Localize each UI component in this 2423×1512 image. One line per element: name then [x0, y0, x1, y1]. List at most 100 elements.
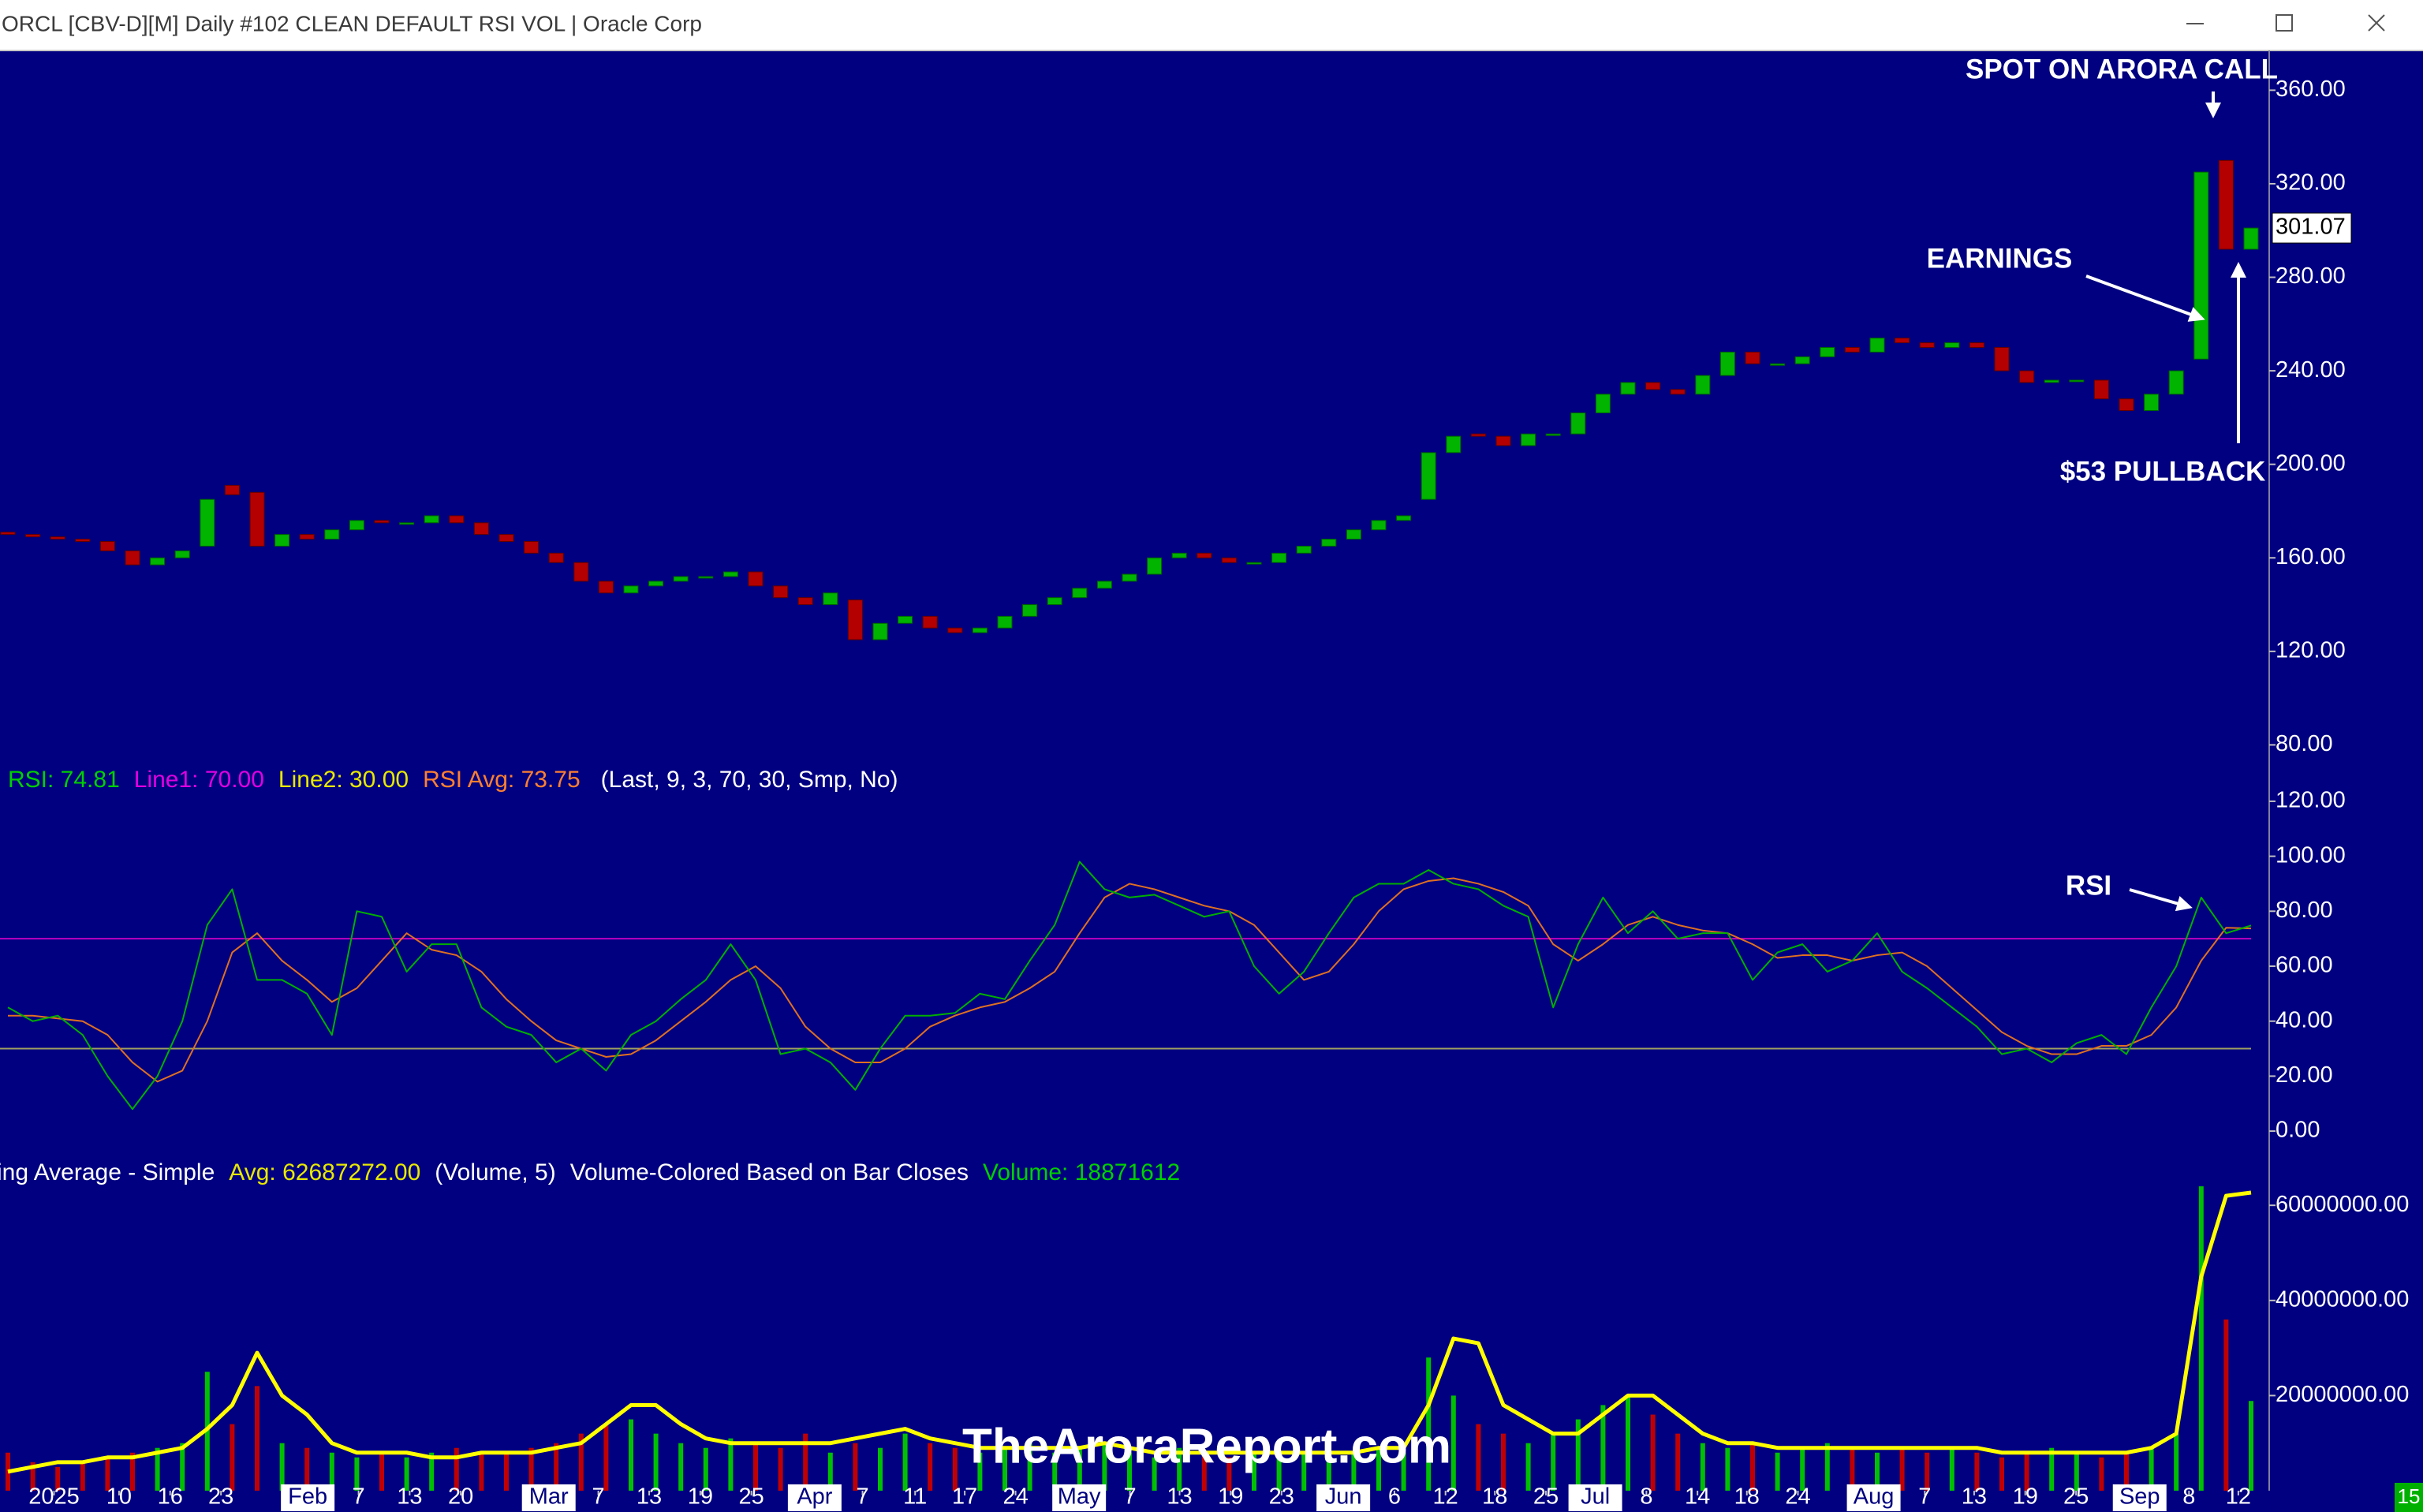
- volume-bar: [304, 1447, 310, 1491]
- volume-bar: [753, 1443, 758, 1491]
- x-tick-label: 8: [2182, 1484, 2195, 1510]
- header-item: (Volume, 5): [435, 1159, 555, 1185]
- volume-bar: [603, 1424, 609, 1491]
- volume-bar: [1626, 1395, 1630, 1491]
- candle-body: [399, 522, 415, 525]
- volume-bar: [1326, 1447, 1331, 1491]
- candle-body: [2069, 379, 2085, 383]
- x-tick-label: 24: [1002, 1484, 1028, 1510]
- volume-bar: [1974, 1452, 1980, 1491]
- candle-body: [1246, 562, 1262, 565]
- x-tick-label: 20: [448, 1484, 473, 1510]
- volume-bar: [329, 1452, 334, 1491]
- panel-header: ing Average - Simple Avg: 62687272.00 (Vol…: [0, 1159, 1180, 1185]
- volume-bar: [803, 1433, 808, 1491]
- x-tick-label: 23: [1269, 1484, 1294, 1510]
- candle-body: [1545, 433, 1561, 436]
- volume-bar: [778, 1447, 783, 1491]
- candle-body: [2168, 370, 2184, 395]
- x-tick-label: 13: [1962, 1484, 1987, 1510]
- candle-body: [872, 622, 888, 640]
- header-item: Line2: 30.00: [278, 767, 409, 793]
- volume-bar: [1426, 1357, 1432, 1491]
- volume-bar: [678, 1443, 684, 1491]
- candle-body: [1321, 539, 1337, 547]
- x-tick-label: Sep: [2119, 1484, 2160, 1510]
- annotation: $53 PULLBACK: [2060, 456, 2266, 487]
- x-tick-label: 7: [856, 1484, 868, 1510]
- header-item: RSI: 74.81: [8, 767, 120, 793]
- x-tick-label: 25: [2063, 1484, 2089, 1510]
- y-tick-label: 40000000.00: [2276, 1286, 2409, 1312]
- candle-body: [947, 627, 963, 633]
- volume-bar: [1650, 1414, 1656, 1491]
- candle-body: [224, 484, 240, 495]
- volume-bar: [2074, 1452, 2079, 1491]
- candle-body: [548, 552, 564, 563]
- close-button[interactable]: [2368, 14, 2385, 32]
- header-item: Volume: 18871612: [983, 1159, 1180, 1185]
- candle-body: [1470, 433, 1486, 437]
- header-item: Volume-Colored Based on Bar Closes: [570, 1159, 969, 1185]
- candle-body: [648, 581, 664, 587]
- y-tick-label: 160.00: [2276, 544, 2346, 569]
- volume-bar: [1376, 1447, 1381, 1491]
- annotation-arrow: [2085, 274, 2205, 322]
- x-tick-label: 10: [106, 1484, 132, 1510]
- candle-body: [449, 515, 465, 524]
- candle-body: [1296, 545, 1312, 554]
- x-tick-label: 7: [1918, 1484, 1931, 1510]
- candle-body: [773, 585, 789, 599]
- x-tick-label: Aug: [1854, 1484, 1895, 1510]
- candle-body: [2243, 227, 2259, 250]
- candle-body: [1895, 338, 1910, 344]
- candle-body: [2218, 159, 2234, 250]
- maximize-button[interactable]: [2276, 14, 2293, 32]
- volume-bar: [1575, 1419, 1581, 1491]
- candle-body: [1570, 412, 1586, 435]
- volume-bar: [1775, 1452, 1780, 1491]
- candle-body: [1171, 552, 1187, 558]
- candle-body: [1695, 375, 1711, 395]
- volume-bar: [1551, 1433, 1556, 1491]
- volume-bar: [629, 1419, 633, 1491]
- volume-bar: [130, 1452, 135, 1491]
- candle-body: [1645, 382, 1661, 390]
- y-tick-label: 120.00: [2276, 788, 2346, 813]
- candle-body: [922, 615, 938, 629]
- last-price-box: [2272, 212, 2352, 244]
- candle-body: [150, 557, 166, 566]
- candle-body: [997, 615, 1013, 629]
- x-tick-label: May: [1058, 1484, 1101, 1510]
- window-controls[interactable]: [2186, 14, 2385, 32]
- volume-bar: [1002, 1447, 1007, 1491]
- candle-body: [2193, 171, 2209, 360]
- candle-body: [1844, 346, 1860, 353]
- candle-body: [797, 597, 813, 606]
- candle-body: [1944, 342, 1960, 348]
- volume-bar: [703, 1447, 708, 1491]
- candle-body: [1096, 581, 1112, 589]
- y-tick-label: 320.00: [2276, 170, 2346, 196]
- x-tick-label: 12: [2226, 1484, 2251, 1510]
- candle-body: [1221, 557, 1237, 563]
- volume-bar: [952, 1447, 958, 1491]
- volume-bar: [1999, 1457, 2004, 1491]
- volume-bar: [504, 1452, 509, 1491]
- candle-body: [823, 592, 838, 606]
- candle-body: [673, 576, 689, 582]
- x-tick-label: 19: [688, 1484, 713, 1510]
- candle-body: [0, 532, 16, 536]
- volume-bar: [1450, 1395, 1456, 1491]
- volume-bar: [1824, 1443, 1830, 1491]
- x-tick-label: 19: [2013, 1484, 2038, 1510]
- volume-bar: [479, 1452, 484, 1491]
- candle-body: [249, 491, 265, 547]
- volume-bar: [155, 1447, 160, 1491]
- volume-bar: [2249, 1401, 2253, 1491]
- volume-bar: [1476, 1424, 1481, 1491]
- candle-body: [722, 571, 738, 577]
- panel-header: RSI: 74.81 Line1: 70.00 Line2: 30.00 RSI Av…: [8, 767, 898, 793]
- volume-bar: [554, 1443, 559, 1491]
